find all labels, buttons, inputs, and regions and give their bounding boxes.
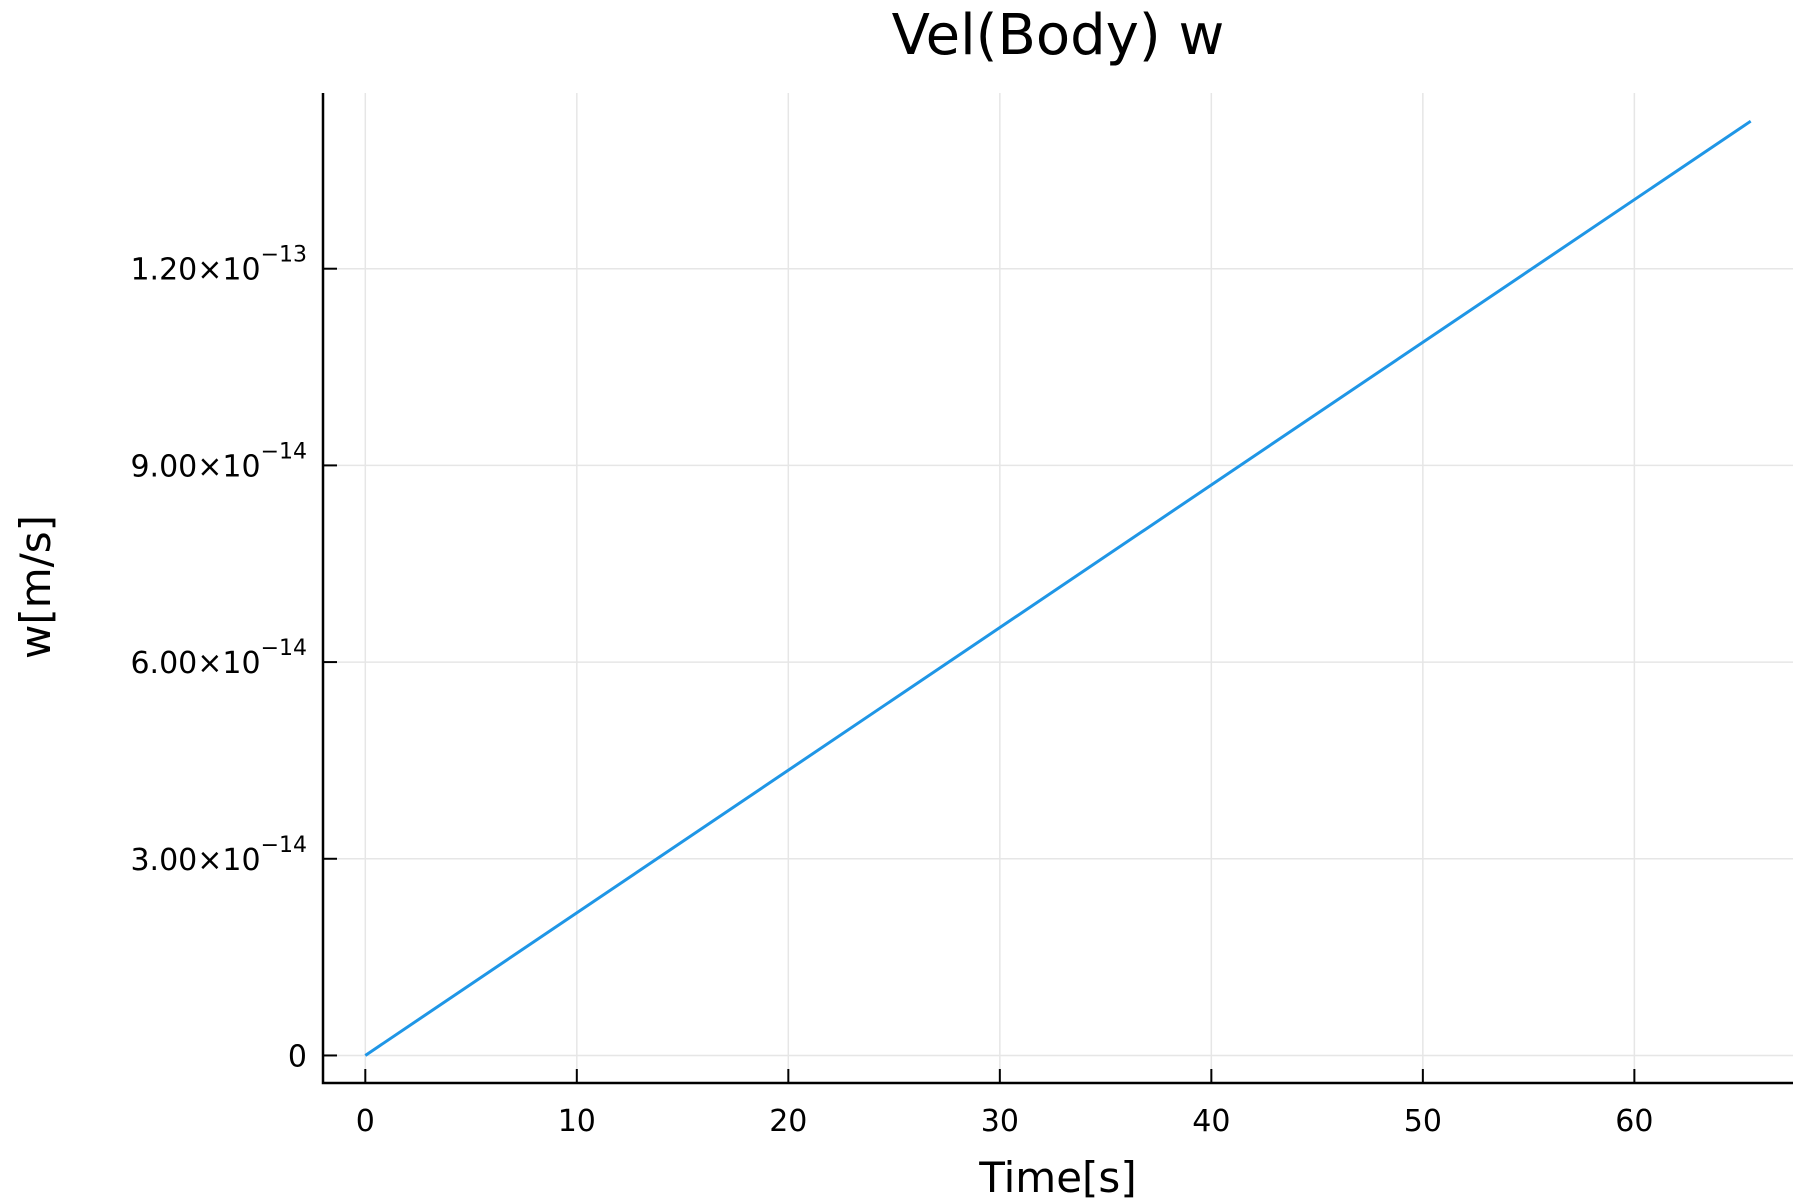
y-tick-label-base: 3.00×10 — [130, 843, 260, 878]
x-axis-label: Time[s] — [978, 1153, 1136, 1200]
x-tick-label: 0 — [356, 1104, 375, 1139]
y-tick-label-base: 0 — [288, 1039, 307, 1074]
x-tick-label: 40 — [1192, 1104, 1230, 1139]
y-tick-label-exponent: −14 — [261, 833, 307, 858]
y-axis-label: w[m/s] — [11, 515, 60, 659]
x-tick-label: 30 — [981, 1104, 1019, 1139]
x-tick-label: 10 — [558, 1104, 596, 1139]
y-tick-label: 3.00×10−14 — [130, 833, 307, 878]
x-tick-label: 60 — [1615, 1104, 1653, 1139]
y-tick-label-exponent: −14 — [261, 636, 307, 661]
x-tick-label: 50 — [1404, 1104, 1442, 1139]
y-tick-label-base: 1.20×10 — [130, 253, 260, 288]
series-line — [364, 119, 1752, 1057]
y-tick-label-exponent: −13 — [261, 243, 307, 268]
ticks: 0 10 20 30 40 50 6003.00×10−146.00×10−149.00×1… — [130, 243, 1653, 1139]
y-tick-label-base: 9.00×10 — [130, 449, 260, 484]
series-layer — [364, 119, 1752, 1057]
y-tick-label: 0 — [288, 1039, 307, 1074]
chart-title: Vel(Body) w — [892, 3, 1225, 68]
y-tick-label-base: 6.00×10 — [130, 646, 260, 681]
y-tick-label: 9.00×10−14 — [130, 439, 307, 484]
axis-frame — [321, 93, 1793, 1085]
x-tick-label: 20 — [769, 1104, 807, 1139]
axes — [321, 93, 1793, 1085]
y-tick-label-exponent: −14 — [261, 439, 307, 464]
y-tick-label: 6.00×10−14 — [130, 636, 307, 681]
y-tick-label: 1.20×10−13 — [130, 243, 307, 288]
grid — [323, 93, 1793, 1083]
